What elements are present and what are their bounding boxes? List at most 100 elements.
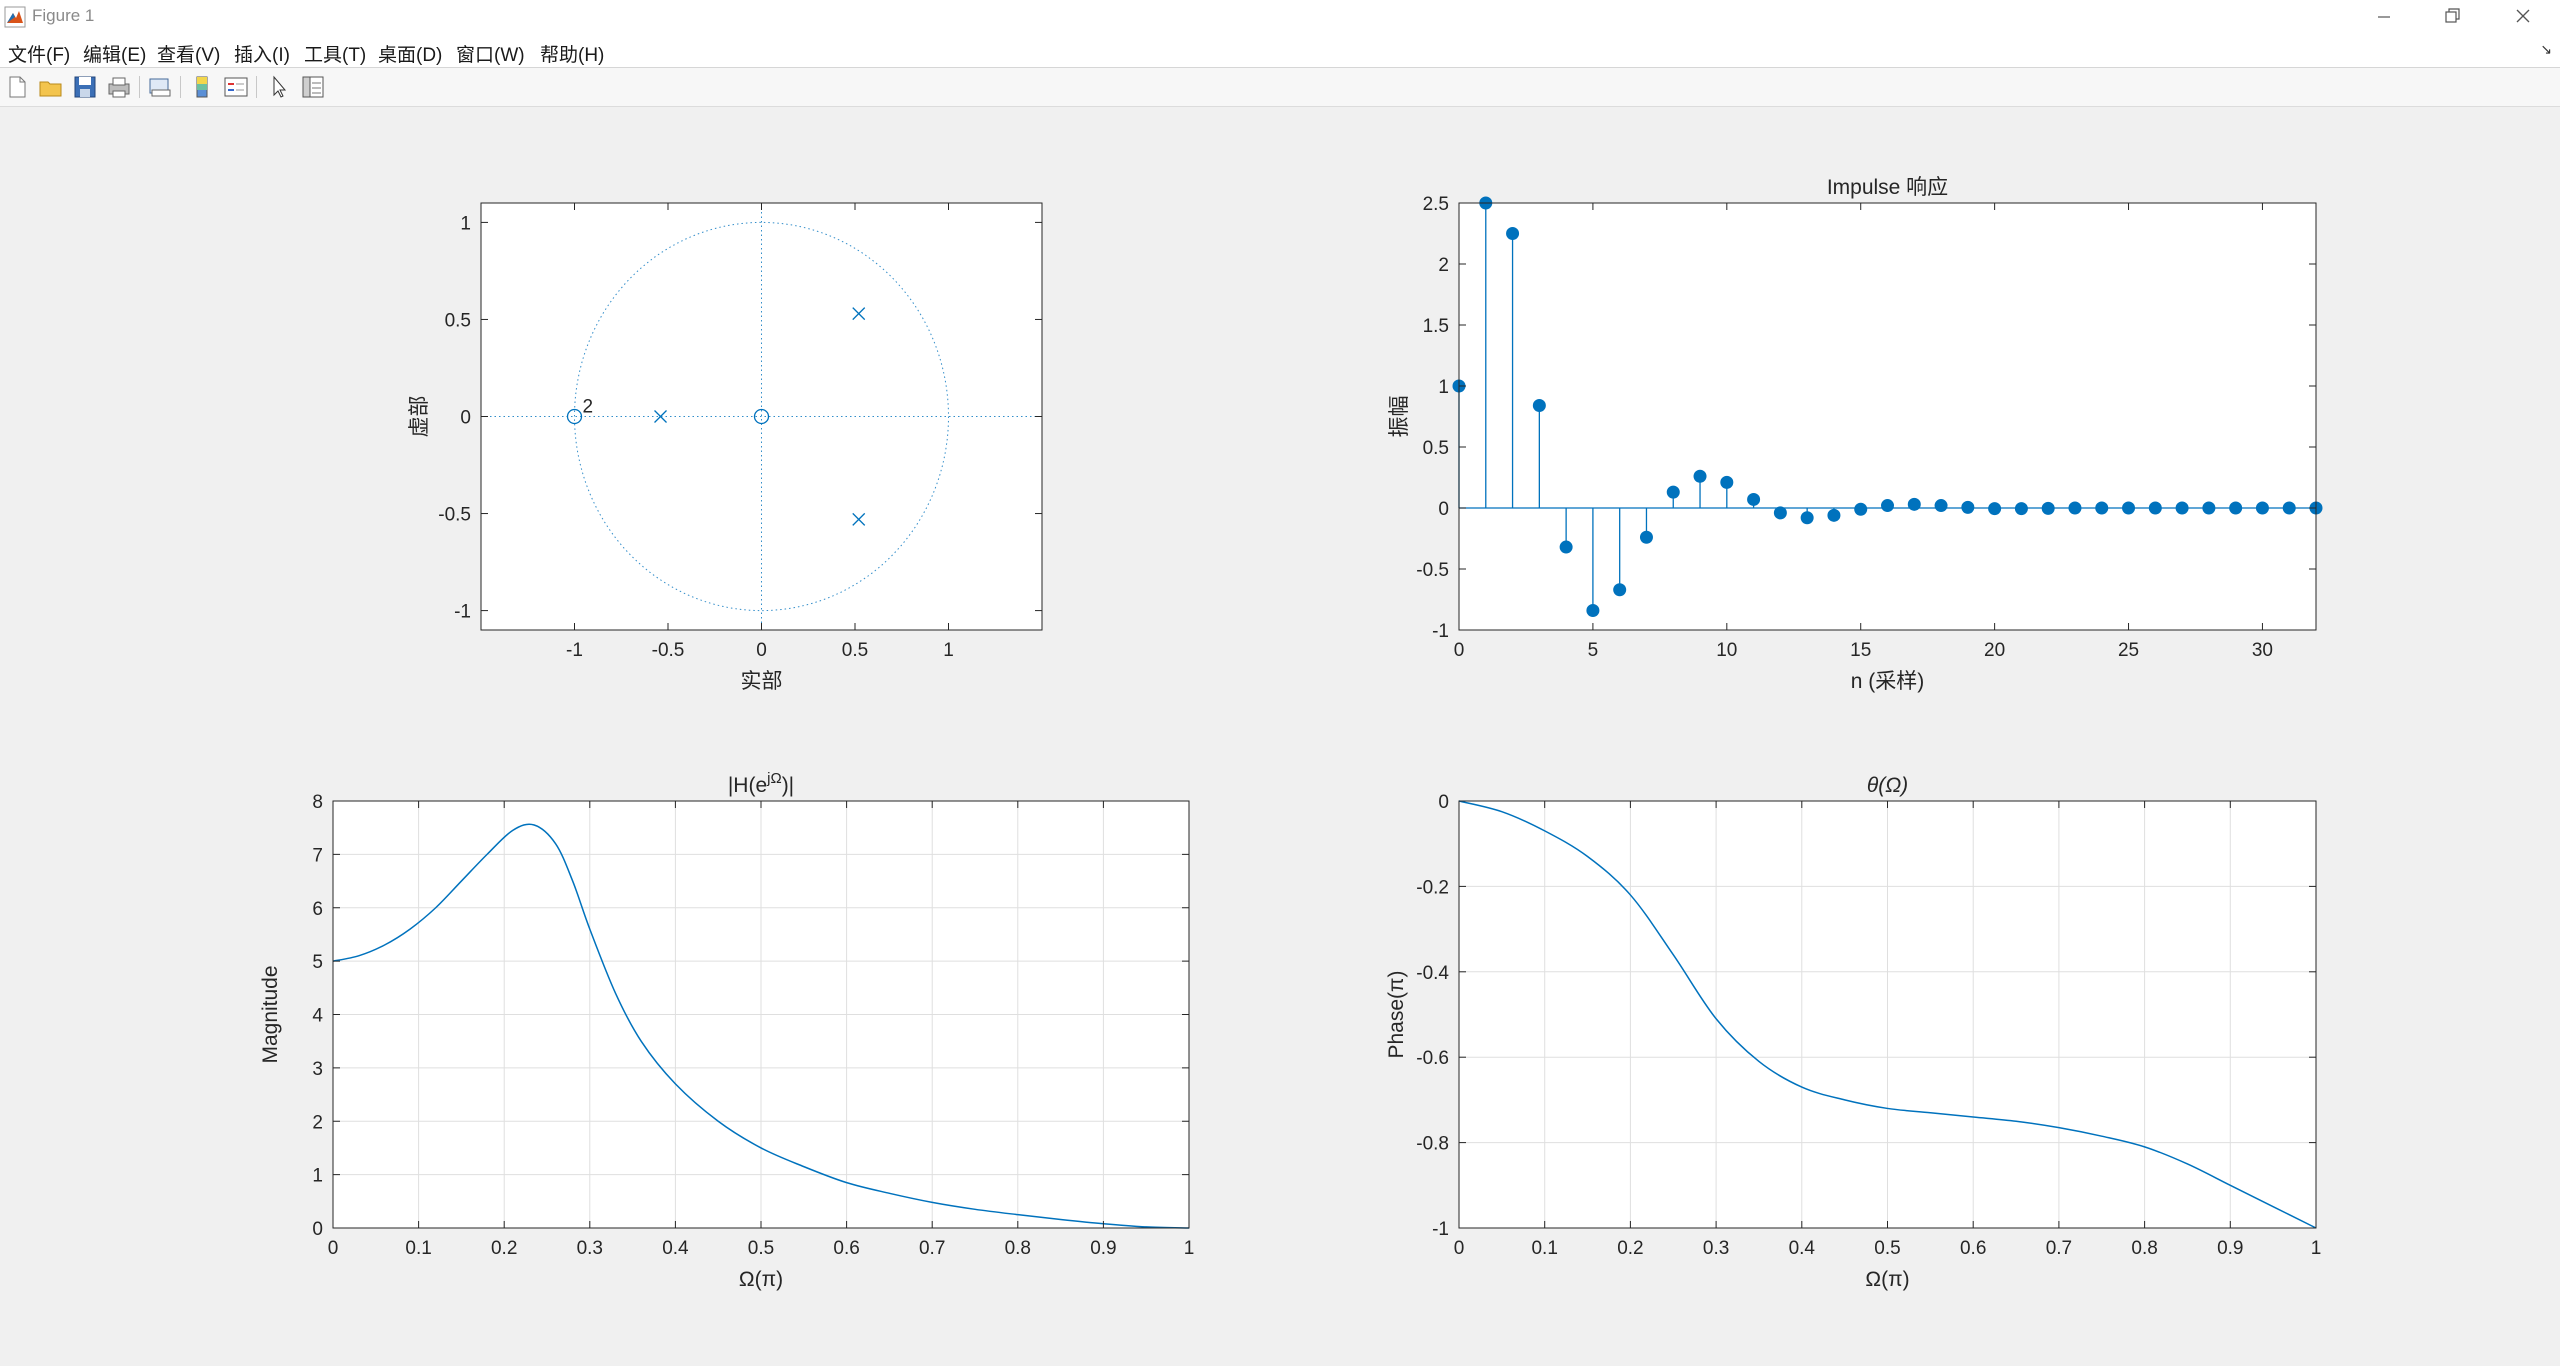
stem-marker	[1773, 506, 1787, 520]
pole-marker	[852, 512, 866, 526]
y-tick-label: 1	[312, 1166, 323, 1187]
y-tick-label: 5	[312, 952, 323, 973]
chart-title: |H(ejΩ)|	[728, 770, 794, 797]
x-tick-label: 0.3	[1703, 1238, 1729, 1259]
new-figure-icon[interactable]	[3, 73, 31, 101]
minimize-button[interactable]	[2350, 0, 2418, 33]
stem-marker	[1881, 499, 1894, 513]
x-tick-label: 0.2	[491, 1238, 517, 1259]
x-tick-label: 0.5	[1874, 1238, 1900, 1259]
zero-multiplicity-label: 2	[583, 397, 594, 418]
menu-window[interactable]: 窗口(W)	[456, 45, 525, 66]
y-tick-label: 1	[1438, 377, 1449, 398]
x-tick-label: 0.9	[2217, 1238, 2243, 1259]
y-tick-label: -0.5	[438, 505, 471, 526]
y-tick-label: 0.5	[445, 310, 471, 331]
y-tick-label: 6	[312, 899, 323, 920]
zero-marker	[753, 408, 770, 425]
x-tick-label: 0.4	[662, 1238, 689, 1259]
chart-title: θ(Ω)	[1867, 774, 1908, 797]
matlab-logo-icon	[4, 6, 26, 28]
y-tick-label: 0	[1438, 499, 1449, 520]
stem-marker	[1613, 583, 1627, 597]
y-tick-label: -1	[1432, 621, 1449, 642]
y-tick-label: 7	[312, 845, 323, 866]
y-tick-label: -0.6	[1416, 1048, 1449, 1069]
x-tick-label: 0.1	[405, 1238, 431, 1259]
x-axis-label: 实部	[741, 670, 783, 693]
x-tick-label: 0.7	[2046, 1238, 2072, 1259]
stem-marker	[1559, 540, 1573, 554]
axes-1: 2 -1 -0.5 0 0.5 1 -1 -0.5 0 0.5 1 实部 虚部	[408, 202, 1043, 693]
x-tick-label: 1	[1184, 1238, 1195, 1259]
x-tick-label: 0	[328, 1238, 339, 1259]
plot-area	[1459, 203, 2316, 630]
toolbar-separator	[256, 76, 257, 98]
menu-insert[interactable]: 插入(I)	[234, 45, 290, 66]
stem-marker	[2041, 501, 2055, 515]
axes-3: 0 0.1 0.2 0.3 0.4 0.5 0.6 0.7 0.8 0.9 1 0 1 2 3 4 5 6 7 8 Ω(…	[259, 770, 1194, 1291]
menu-desktop[interactable]: 桌面(D)	[378, 45, 443, 66]
unit-circle	[574, 221, 949, 612]
open-file-icon[interactable]	[37, 73, 65, 101]
x-tick-label: 0.6	[1960, 1238, 1986, 1259]
axes-box	[1458, 202, 2317, 631]
menu-help[interactable]: 帮助(H)	[540, 45, 605, 66]
stem-marker	[2255, 501, 2269, 515]
x-tick-label: 10	[1716, 640, 1737, 661]
x-tick-label: 0.5	[842, 640, 868, 661]
y-tick-label: -0.4	[1416, 963, 1449, 984]
print-preview-icon[interactable]	[146, 73, 174, 101]
stem-marker	[1666, 485, 1680, 499]
stem-marker	[1747, 492, 1761, 506]
menu-view[interactable]: 查看(V)	[157, 45, 221, 66]
restore-button[interactable]	[2418, 0, 2486, 33]
toolbar-separator	[139, 76, 140, 98]
stem-marker	[1586, 603, 1600, 617]
pole-stroke	[852, 307, 866, 321]
menu-edit[interactable]: 编辑(E)	[83, 45, 147, 66]
property-inspector-icon[interactable]	[299, 73, 327, 101]
x-tick-label: 0.6	[833, 1238, 859, 1259]
close-button[interactable]	[2488, 0, 2556, 33]
menu-bar: 文件(F) 编辑(E) 查看(V) 插入(I) 工具(T) 桌面(D) 窗口(W…	[0, 33, 2560, 68]
stem-marker	[2175, 501, 2189, 515]
stem-marker	[1988, 502, 2002, 516]
legend-icon[interactable]	[222, 73, 250, 101]
title-bar: Figure 1	[0, 0, 2560, 33]
pole-stroke	[852, 512, 866, 526]
stem-marker	[1720, 475, 1734, 489]
y-axis-label: 振幅	[1388, 396, 1411, 438]
y-tick-label: 0	[1438, 792, 1449, 813]
x-tick-label: 0.5	[748, 1238, 774, 1259]
y-tick-label: -0.8	[1416, 1134, 1449, 1155]
y-tick-label: 2	[1438, 255, 1449, 276]
select-arrow-icon[interactable]	[265, 73, 293, 101]
x-tick-label: 0.9	[1090, 1238, 1116, 1259]
stem-marker	[1907, 497, 1921, 511]
stem-marker	[1506, 227, 1520, 240]
dock-arrow-icon[interactable]: ↘	[2540, 41, 2552, 57]
y-tick-label: 3	[312, 1059, 323, 1080]
x-tick-label: 0.7	[919, 1238, 945, 1259]
axes-4: 0 0.1 0.2 0.3 0.4 0.5 0.6 0.7 0.8 0.9 1 -1 -0.8 -0.6 -…	[1385, 774, 2321, 1291]
pole-stroke	[654, 410, 667, 423]
y-tick-label: 0	[460, 408, 471, 429]
x-tick-label: 5	[1588, 640, 1599, 661]
menu-tools[interactable]: 工具(T)	[304, 45, 367, 66]
save-icon[interactable]	[71, 73, 99, 101]
y-tick-label: 0	[312, 1219, 323, 1240]
window-title: Figure 1	[32, 6, 95, 25]
stem-marker	[1639, 530, 1653, 544]
menu-file[interactable]: 文件(F)	[8, 45, 71, 66]
magnitude-line	[332, 823, 1190, 1229]
stem-marker	[1827, 508, 1841, 522]
print-icon[interactable]	[105, 73, 133, 101]
colorbar-icon[interactable]	[188, 73, 216, 101]
pole-marker	[852, 307, 866, 321]
stem-marker	[1961, 500, 1975, 514]
toolbar	[0, 68, 2560, 107]
x-tick-label: 1	[943, 640, 954, 661]
x-tick-label: 0.8	[1005, 1238, 1031, 1259]
